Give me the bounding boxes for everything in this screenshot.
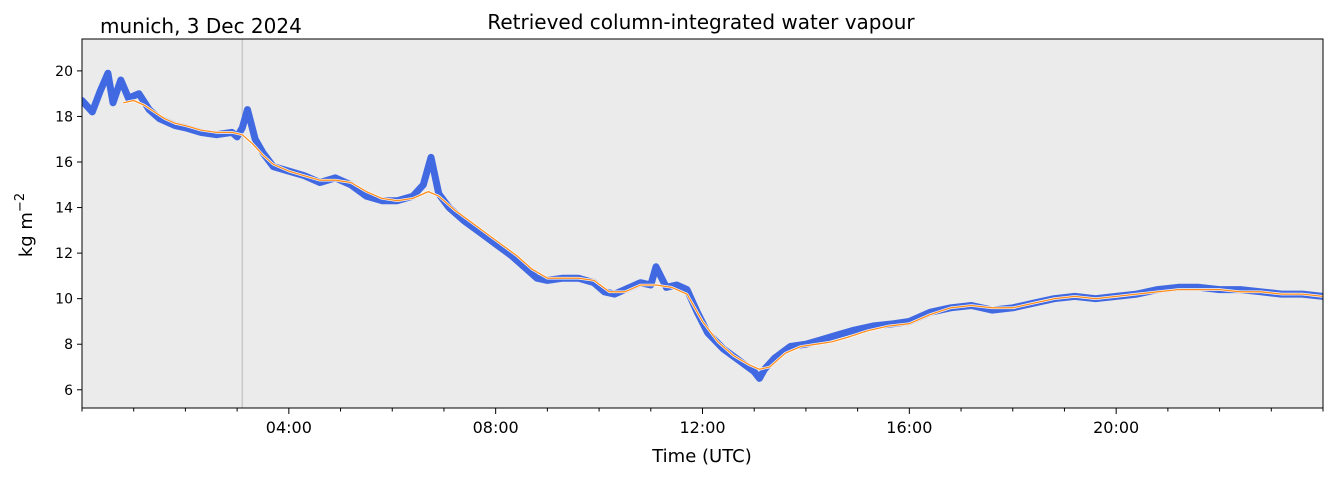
y-axis-label: kg m−2 — [13, 193, 37, 257]
y-tick-label: 16 — [55, 155, 73, 171]
y-tick-label: 20 — [55, 64, 73, 80]
x-tick-label: 04:00 — [266, 418, 312, 437]
y-axis-ticks: 6 8 10 12 14 16 18 20 — [55, 64, 82, 399]
smoothed-series — [123, 99, 1323, 371]
x-tick-label: 20:00 — [1093, 418, 1139, 437]
chart-title: Retrieved column-integrated water vapour — [487, 10, 915, 34]
x-tick-label: 12:00 — [679, 418, 725, 437]
y-tick-label: 18 — [55, 109, 73, 125]
x-axis-ticks: 04:00 08:00 12:00 16:00 20:00 — [81, 408, 1324, 437]
y-axis-label-base: kg m — [16, 212, 37, 257]
y-axis-label-exponent: −2 — [13, 193, 28, 212]
plot-area — [82, 39, 1323, 408]
location-date-label: munich, 3 Dec 2024 — [100, 14, 302, 38]
smoothed-series-line — [123, 99, 1323, 370]
x-axis-label: Time (UTC) — [651, 446, 752, 467]
y-tick-label: 12 — [55, 246, 73, 262]
y-tick-label: 8 — [64, 337, 73, 353]
y-tick-label: 10 — [55, 292, 73, 308]
x-tick-label: 08:00 — [473, 418, 519, 437]
y-tick-label: 14 — [55, 201, 73, 217]
x-tick-label: 16:00 — [886, 418, 932, 437]
y-tick-label: 6 — [64, 383, 73, 399]
